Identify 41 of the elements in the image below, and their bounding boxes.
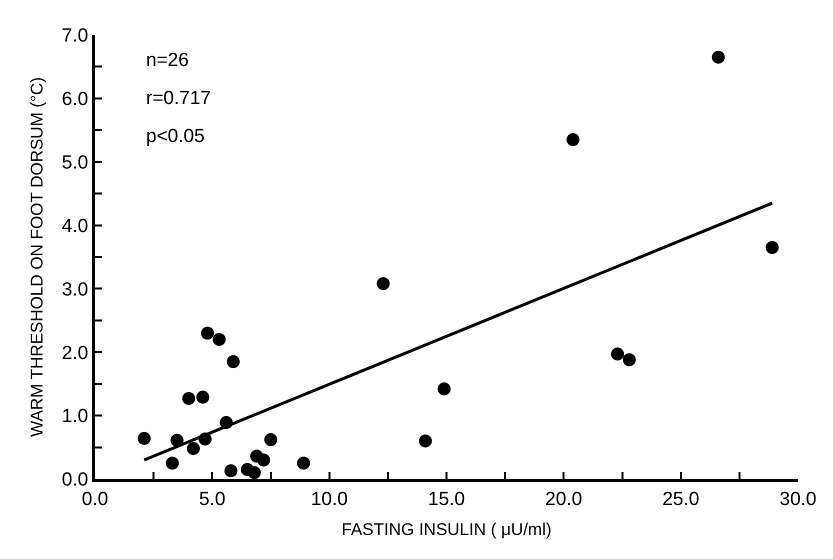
point	[182, 392, 196, 405]
point	[226, 355, 240, 368]
annotation: p<0.05	[146, 126, 205, 147]
y-tick-label: 7.0	[62, 26, 88, 47]
annotation: r=0.717	[146, 88, 211, 109]
point	[212, 332, 226, 346]
y-tick-label: 2.0	[62, 342, 88, 364]
point	[611, 348, 624, 361]
x-tick-label: 25.0	[662, 488, 700, 510]
point	[257, 453, 270, 466]
x-tick-label: 5.0	[198, 488, 226, 510]
point	[712, 50, 725, 64]
point	[566, 133, 580, 146]
point	[766, 240, 779, 254]
x-tick-label: 20.0	[545, 488, 582, 510]
x-tick-label: 0.0	[82, 488, 108, 510]
point	[248, 466, 261, 480]
point	[186, 442, 200, 456]
point	[264, 433, 278, 446]
point	[200, 326, 214, 340]
y-tick-label: 6.0	[62, 89, 88, 110]
point	[438, 382, 451, 396]
point	[224, 464, 238, 478]
y-tick-label: 3.0	[62, 279, 88, 300]
point	[418, 434, 432, 448]
x-tick-label: 15.0	[428, 488, 465, 510]
point	[622, 353, 636, 366]
point	[196, 390, 210, 404]
x-tick-label: 30.0	[780, 488, 816, 510]
x-axis-title: FASTING INSULIN ( μU/ml)	[341, 520, 552, 540]
point	[297, 456, 310, 470]
y-tick-label: 1.0	[62, 406, 88, 428]
y-tick-label: 4.0	[62, 216, 88, 237]
point	[138, 432, 151, 445]
x-tick-label: 10.0	[310, 488, 348, 510]
annotation: n=26	[146, 50, 189, 71]
point	[166, 456, 179, 470]
y-tick-label: 5.0	[62, 152, 88, 174]
y-tick-label: 0.0	[62, 470, 88, 491]
y-axis-title: WARM THRESHOLD ON FOOT DORSUM (°C)	[27, 77, 46, 437]
point	[376, 277, 390, 290]
